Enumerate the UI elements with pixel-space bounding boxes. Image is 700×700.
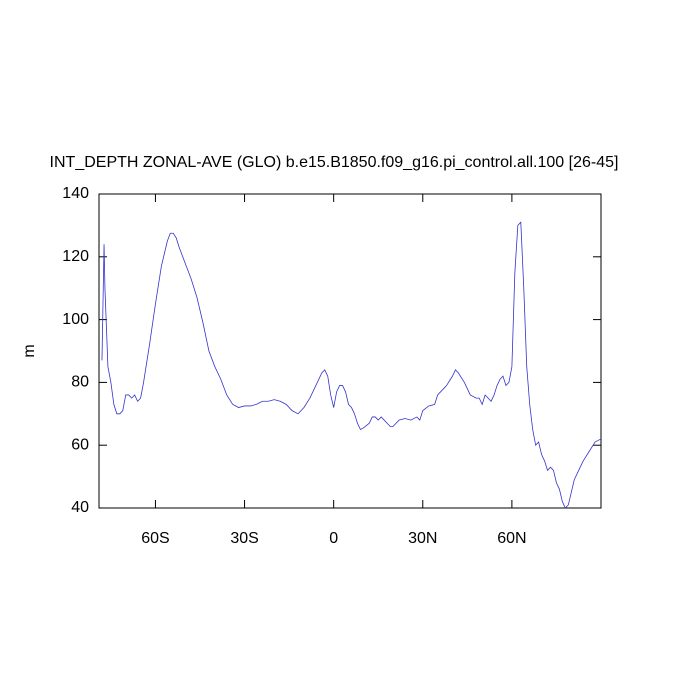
y-tick-label: 80 (71, 374, 89, 391)
x-tick-label: 60S (141, 530, 169, 547)
plot-frame (98, 193, 602, 509)
x-tick-label: 0 (329, 530, 338, 547)
y-axis-label: m (21, 344, 38, 357)
chart-title: INT_DEPTH ZONAL-AVE (GLO) b.e15.B1850.f0… (50, 154, 619, 171)
x-tick-label: 30N (408, 530, 437, 547)
y-tick-label: 120 (62, 248, 89, 265)
y-tick-label: 140 (62, 185, 89, 202)
y-tick-label: 40 (71, 499, 89, 516)
x-tick-label: 60N (497, 530, 526, 547)
data-line (101, 221, 602, 509)
x-tick-label: 30S (230, 530, 258, 547)
y-tick-label: 100 (62, 311, 89, 328)
y-tick-label: 60 (71, 436, 89, 453)
